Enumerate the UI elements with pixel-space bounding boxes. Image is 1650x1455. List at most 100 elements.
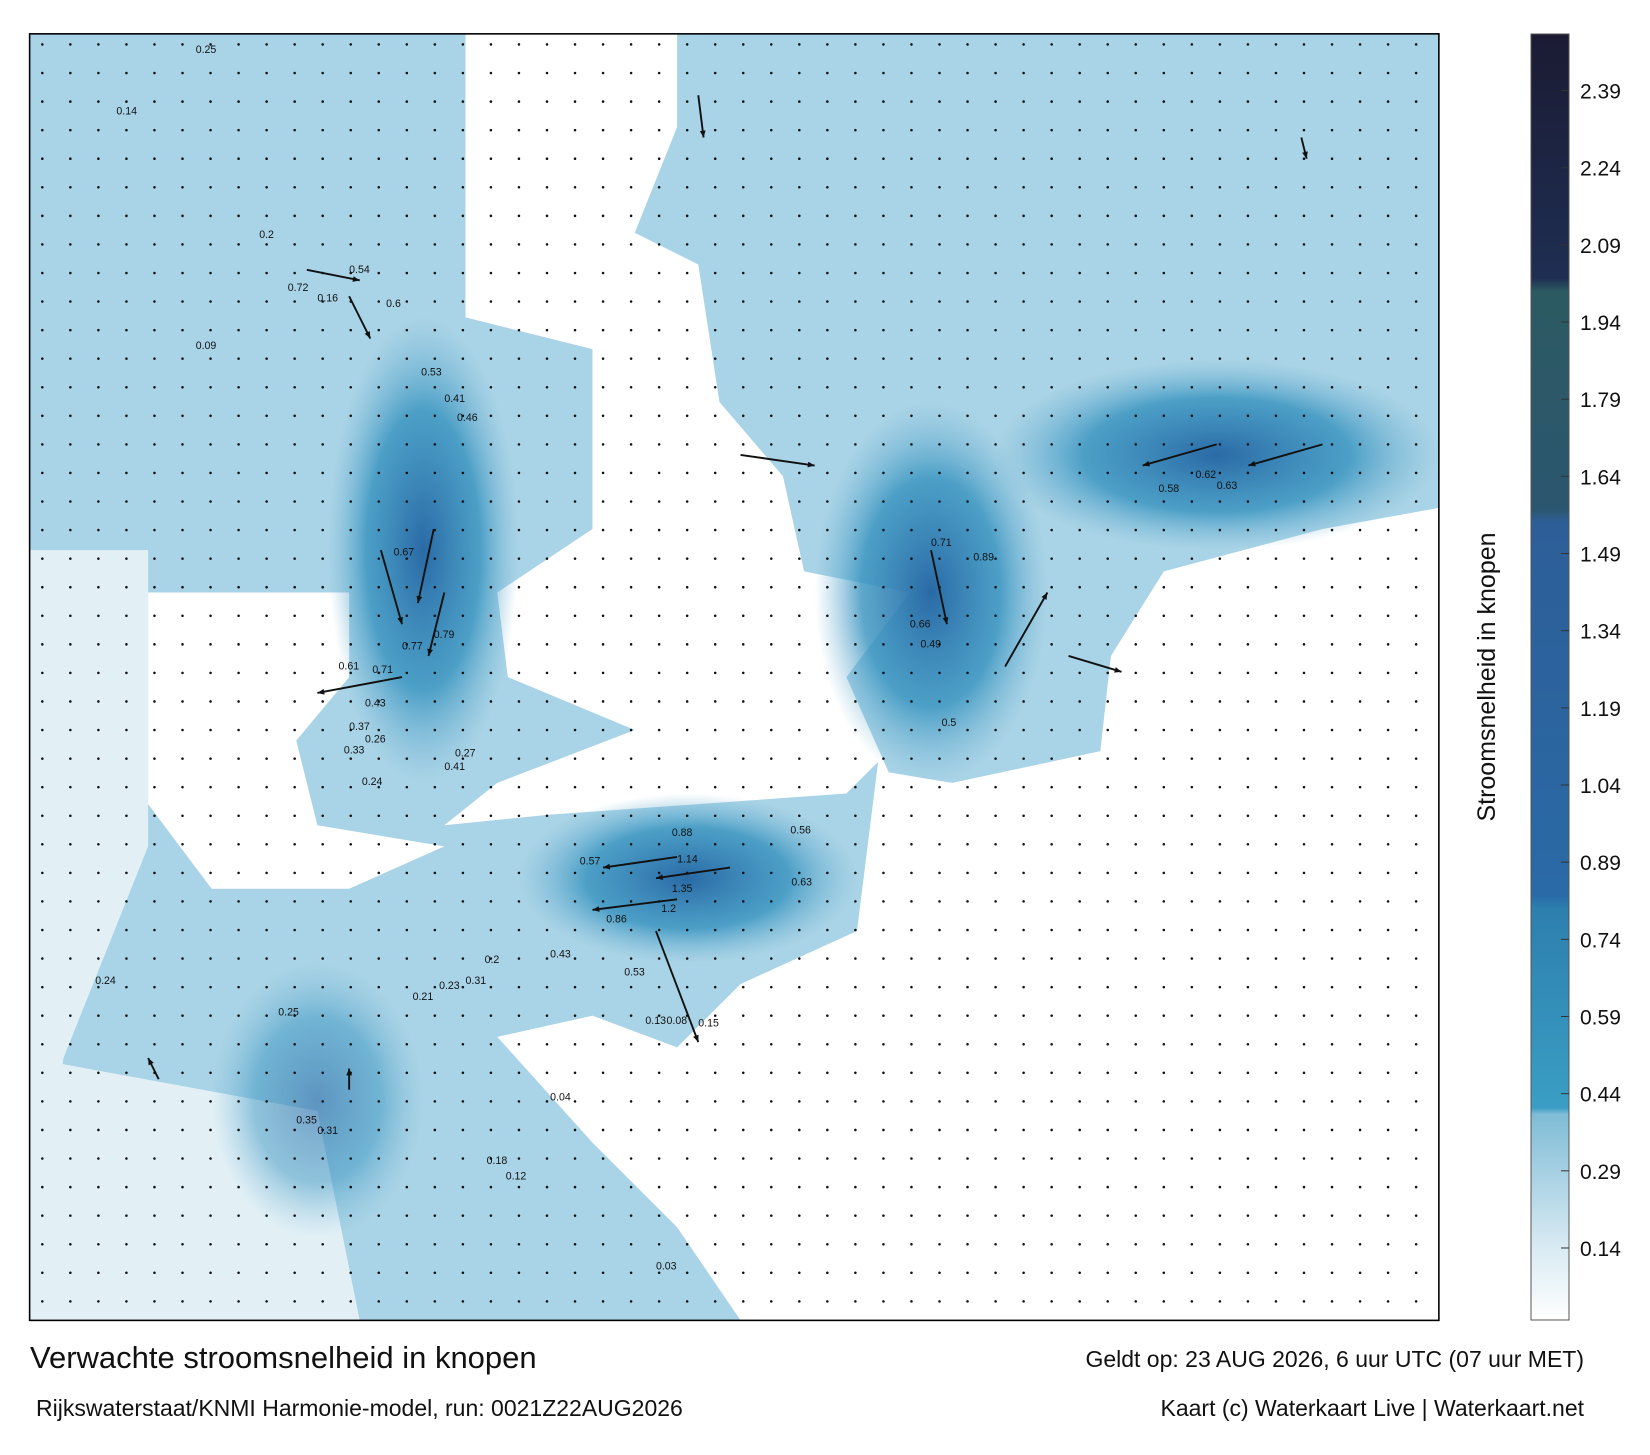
speed-label: 1.35	[672, 883, 693, 895]
grid-dot	[826, 500, 829, 503]
grid-dot	[209, 100, 212, 103]
grid-dot	[349, 328, 352, 332]
grid-dot	[938, 185, 941, 189]
grid-dot	[826, 585, 829, 589]
grid-dot	[741, 128, 745, 132]
grid-dot	[966, 557, 969, 560]
grid-dot	[657, 43, 661, 46]
grid-dot	[657, 1242, 661, 1246]
grid-dot	[181, 157, 184, 160]
grid-dot	[1274, 185, 1278, 189]
grid-dot	[265, 1128, 268, 1132]
grid-dot	[1050, 414, 1053, 418]
grid-dot	[1218, 71, 1222, 75]
grid-dot	[1106, 671, 1109, 675]
grid-dot	[237, 271, 240, 275]
speed-label: 0.12	[506, 1171, 527, 1183]
grid-dot	[489, 1014, 493, 1017]
grid-dot	[1050, 643, 1053, 646]
grid-dot	[1246, 157, 1250, 160]
grid-dot	[97, 1214, 100, 1217]
grid-dot	[349, 128, 352, 132]
grid-dot	[798, 443, 801, 446]
grid-dot	[265, 1185, 268, 1189]
grid-dot	[265, 100, 268, 103]
grid-dot	[209, 128, 212, 132]
grid-dot	[209, 928, 212, 932]
grid-dot	[1022, 385, 1025, 389]
grid-dot	[209, 1071, 212, 1075]
grid-dot	[713, 1214, 717, 1217]
grid-dot	[153, 1300, 156, 1303]
grid-dot	[1106, 1014, 1109, 1017]
grid-dot	[966, 614, 969, 618]
grid-dot	[938, 1014, 941, 1017]
grid-dot	[1386, 1042, 1390, 1046]
grid-dot	[854, 71, 857, 75]
grid-dot	[685, 1157, 689, 1160]
grid-dot	[153, 700, 156, 703]
grid-dot	[910, 157, 913, 160]
grid-dot	[545, 43, 549, 46]
grid-dot	[685, 1214, 689, 1217]
grid-dot	[349, 1242, 352, 1246]
grid-dot	[349, 100, 352, 103]
grid-dot	[1218, 585, 1222, 589]
grid-dot	[1274, 71, 1278, 75]
grid-dot	[517, 643, 521, 646]
grid-dot	[741, 1271, 745, 1275]
grid-dot	[1274, 157, 1278, 160]
grid-dot	[854, 1071, 857, 1075]
arrow-head	[942, 616, 949, 625]
grid-dot	[405, 585, 409, 589]
grid-dot	[321, 871, 324, 875]
grid-dot	[1134, 1185, 1138, 1189]
grid-dot	[125, 500, 128, 503]
grid-dot	[1330, 328, 1334, 332]
grid-dot	[153, 1100, 156, 1103]
arrow-head	[148, 1058, 154, 1066]
grid-dot	[377, 214, 381, 218]
grid-dot	[1414, 214, 1418, 218]
grid-dot	[545, 1042, 549, 1046]
grid-dot	[910, 100, 913, 103]
grid-dot	[1078, 385, 1081, 389]
grid-dot	[966, 1300, 969, 1303]
arrow-head	[346, 1068, 353, 1076]
grid-dot	[377, 271, 381, 275]
grid-dot	[1050, 214, 1053, 218]
grid-dot	[854, 443, 857, 446]
grid-dot	[685, 1300, 689, 1303]
grid-dot	[265, 357, 268, 360]
grid-dot	[573, 328, 577, 332]
grid-dot	[685, 1271, 689, 1275]
grid-dot	[1162, 614, 1166, 618]
grid-dot	[882, 1128, 885, 1132]
grid-dot	[209, 814, 212, 817]
grid-dot	[321, 785, 324, 789]
grid-dot	[1358, 843, 1362, 846]
grid-dot	[1134, 1271, 1138, 1275]
grid-dot	[461, 671, 465, 675]
grid-dot	[1078, 1100, 1081, 1103]
grid-dot	[1386, 614, 1390, 618]
grid-dot	[798, 1014, 801, 1017]
grid-dot	[125, 700, 128, 703]
grid-dot	[713, 785, 717, 789]
grid-dot	[629, 1014, 633, 1017]
grid-dot	[377, 385, 381, 389]
grid-dot	[125, 128, 128, 132]
grid-dot	[1134, 1100, 1138, 1103]
grid-dot	[1302, 128, 1306, 132]
grid-dot	[433, 357, 437, 360]
grid-dot	[489, 1157, 493, 1160]
grid-dot	[517, 100, 521, 103]
grid-dot	[741, 643, 745, 646]
grid-dot	[433, 957, 437, 960]
grid-dot	[209, 985, 212, 989]
grid-dot	[97, 1157, 100, 1160]
grid-dot	[798, 243, 801, 246]
grid-dot	[69, 243, 72, 246]
grid-dot	[713, 1242, 717, 1246]
grid-dot	[293, 1128, 296, 1132]
